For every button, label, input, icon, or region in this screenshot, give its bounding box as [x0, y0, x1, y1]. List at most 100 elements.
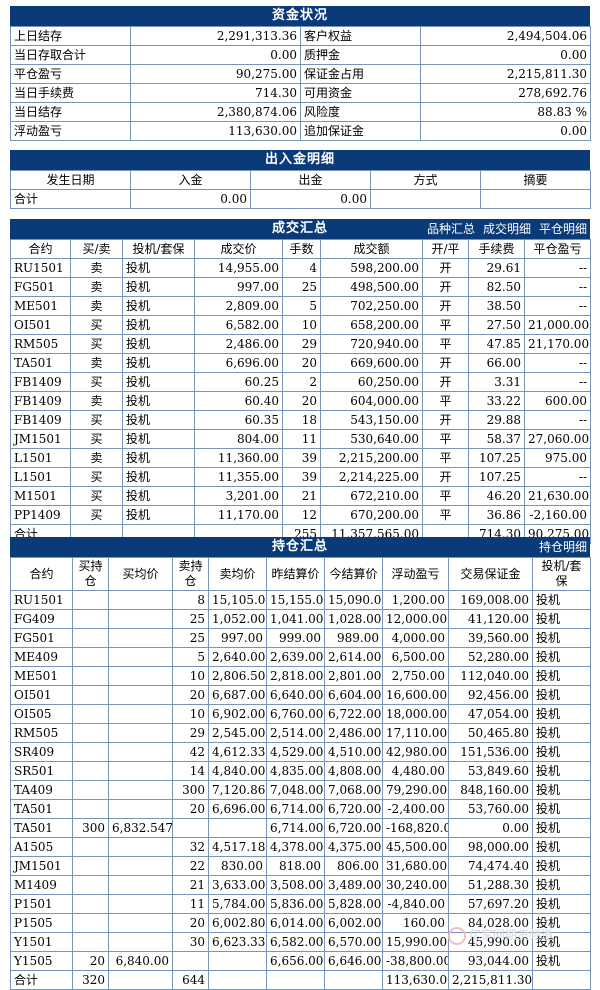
- position-cell: 投机: [532, 628, 591, 648]
- position-cell: [72, 628, 109, 648]
- total-cell: 113,630.00: [382, 970, 449, 990]
- column-header: 交易保证金: [448, 557, 533, 591]
- positions-section: 持仓汇总 持仓明细 合约 买持仓 买均价 卖持仓 卖均价 昨结算价 今结算价 浮动盈亏 交易保证…: [10, 537, 591, 990]
- trade-cell: 买: [70, 315, 123, 335]
- position-cell: [172, 818, 209, 838]
- position-cell: [108, 647, 173, 667]
- position-cell: [72, 837, 109, 857]
- position-cell: 17,110.00: [382, 723, 449, 743]
- trade-cell: 2,214,225.00: [320, 467, 423, 487]
- position-cell: 300: [72, 818, 109, 838]
- total-cell: [370, 189, 481, 209]
- position-cell: 989.00: [324, 628, 383, 648]
- position-cell: 1,028.00: [324, 609, 383, 629]
- trade-cell: 60.40: [194, 391, 283, 411]
- position-row: M1409 21 3,633.00 3,508.00 3,489.00 30,240.00…: [10, 875, 591, 895]
- position-link-0[interactable]: 持仓明细: [538, 540, 587, 554]
- position-cell: 6,902.00: [208, 704, 267, 724]
- trade-cell: 2,809.00: [194, 296, 283, 316]
- column-header: 投机/套保: [122, 239, 195, 259]
- trade-cell: 60.35: [194, 410, 283, 430]
- position-cell: 997.00: [208, 628, 267, 648]
- position-cell: 806.00: [324, 856, 383, 876]
- trade-link-0[interactable]: 品种汇总: [426, 222, 475, 236]
- position-cell: 79,290.00: [382, 780, 449, 800]
- position-cell: 4,510.00: [324, 742, 383, 762]
- position-cell: 11: [172, 894, 209, 914]
- trade-row: TA501 卖投机 6,696.00 20 669,600.00 开 66.00 --: [10, 353, 591, 373]
- position-cell: 投机: [532, 818, 591, 838]
- trade-row: FB1409 卖投机 60.40 20 604,000.00 平 33.22 600.00: [10, 391, 591, 411]
- position-cell: [72, 761, 109, 781]
- trade-cell: 投机: [122, 410, 195, 430]
- position-cell: 20: [172, 799, 209, 819]
- position-cell: 20: [172, 685, 209, 705]
- watermark: 亿家网期货频道: [448, 926, 553, 945]
- position-cell: [108, 704, 173, 724]
- positions-links: 持仓明细: [531, 538, 587, 556]
- trade-link-1[interactable]: 成交明细: [482, 222, 531, 236]
- position-cell: 投机: [532, 875, 591, 895]
- position-cell: RM505: [10, 723, 73, 743]
- position-cell: 6,646.00: [324, 951, 383, 971]
- column-header: 今结算价: [324, 557, 383, 591]
- position-cell: 5: [172, 647, 209, 667]
- trade-cell: RM505: [10, 334, 71, 354]
- trades-links: 品种汇总 成交明细 平仓明细: [419, 220, 587, 238]
- position-cell: 投机: [532, 913, 591, 933]
- trade-cell: 21: [282, 486, 321, 506]
- trade-cell: 669,600.00: [320, 353, 423, 373]
- trade-row: JM1501 买投机 804.00 11 530,640.00 平 58.37 27,060.…: [10, 429, 591, 449]
- position-cell: 投机: [532, 780, 591, 800]
- position-cell: FG409: [10, 609, 73, 629]
- position-cell: 42: [172, 742, 209, 762]
- position-row: TA501 300 6,832.547 6,714.00 6,720.00 -168,82…: [10, 818, 591, 838]
- trade-cell: 3.31: [468, 372, 525, 392]
- trade-cell: 14,955.00: [194, 258, 283, 278]
- position-cell: ME409: [10, 647, 73, 667]
- trade-link-2[interactable]: 平仓明细: [538, 222, 587, 236]
- position-cell: SR409: [10, 742, 73, 762]
- position-cell: 5,836.00: [266, 894, 325, 914]
- position-cell: [208, 951, 267, 971]
- position-cell: 22: [172, 856, 209, 876]
- position-cell: 15,155.00: [266, 590, 325, 610]
- funds-label: 客户权益: [300, 26, 421, 46]
- trade-cell: -2,160.00: [524, 505, 591, 525]
- trade-cell: 46.20: [468, 486, 525, 506]
- position-cell: 4,378.00: [266, 837, 325, 857]
- funds-row: 上日结存 2,291,313.36 客户权益 2,494,504.06: [10, 26, 591, 46]
- position-cell: 投机: [532, 666, 591, 686]
- total-cell: 644: [172, 970, 209, 990]
- trade-cell: 4: [282, 258, 321, 278]
- inout-total-row: 合计 0.00 0.00: [10, 189, 591, 209]
- position-cell: 4,612.333: [208, 742, 267, 762]
- trade-row: M1501 买投机 3,201.00 21 672,210.00 平 46.20 21,630…: [10, 486, 591, 506]
- position-cell: [108, 609, 173, 629]
- position-cell: [108, 875, 173, 895]
- position-cell: 2,614.00: [324, 647, 383, 667]
- trades-title: 成交汇总 品种汇总 成交明细 平仓明细: [10, 219, 590, 239]
- trade-cell: --: [524, 467, 591, 487]
- position-cell: [72, 799, 109, 819]
- trade-cell: L1501: [10, 467, 71, 487]
- trade-cell: 702,250.00: [320, 296, 423, 316]
- position-cell: [72, 932, 109, 952]
- position-cell: [108, 685, 173, 705]
- position-cell: 2,750.00: [382, 666, 449, 686]
- position-cell: 6,832.547: [108, 818, 173, 838]
- position-cell: 98,000.00: [448, 837, 533, 857]
- trade-cell: 卖: [70, 353, 123, 373]
- trade-cell: 29.61: [468, 258, 525, 278]
- total-cell: [480, 189, 591, 209]
- trade-cell: 20: [282, 353, 321, 373]
- funds-title: 资金状况: [10, 6, 590, 26]
- position-cell: [108, 780, 173, 800]
- funds-label: 风险度: [300, 102, 421, 122]
- trade-cell: 平: [422, 315, 469, 335]
- position-cell: [108, 628, 173, 648]
- position-cell: 47,054.00: [448, 704, 533, 724]
- trade-cell: 27.50: [468, 315, 525, 335]
- trade-cell: 投机: [122, 505, 195, 525]
- trade-cell: 29: [282, 334, 321, 354]
